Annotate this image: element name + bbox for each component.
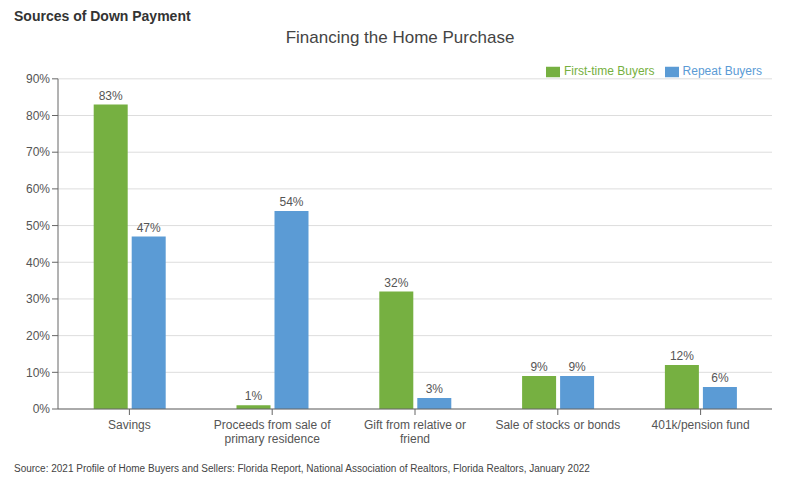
html-text:Financing the Home Purchase: Financing the Home Purchase: [285, 28, 515, 47]
svg-text:Sale of stocks or bonds: Sale of stocks or bonds: [495, 418, 620, 432]
svg-text:1%: 1%: [245, 389, 263, 403]
html-text:Repeat Buyers: Repeat Buyers: [682, 64, 762, 78]
svg-text:Proceeds from sale ofprimary r: Proceeds from sale ofprimary residence: [214, 418, 331, 446]
svg-text:54%: 54%: [279, 195, 303, 209]
svg-text:90%: 90%: [26, 72, 50, 86]
svg-text:20%: 20%: [26, 329, 50, 343]
html-text:First-time Buyers: First-time Buyers: [563, 64, 655, 78]
svg-text:Gift from relative orfriend: Gift from relative orfriend: [364, 418, 466, 446]
svg-text:30%: 30%: [26, 292, 50, 306]
svg-text:Savings: Savings: [108, 418, 151, 432]
svg-text:40%: 40%: [26, 256, 50, 270]
svg-text:10%: 10%: [26, 366, 50, 380]
svg-text:9%: 9%: [530, 360, 548, 374]
html-text:Source: 2021 Profile of Home B: Source: 2021 Profile of Home Buyers and …: [14, 463, 590, 474]
svg-text:6%: 6%: [711, 371, 729, 385]
svg-text:70%: 70%: [26, 145, 50, 159]
svg-text:9%: 9%: [568, 360, 586, 374]
svg-text:80%: 80%: [26, 109, 50, 123]
svg-text:3%: 3%: [426, 382, 444, 396]
svg-text:32%: 32%: [384, 276, 408, 290]
svg-text:47%: 47%: [137, 221, 161, 235]
svg-text:50%: 50%: [26, 219, 50, 233]
svg-text:12%: 12%: [670, 349, 694, 363]
html-text:Sources of Down Payment: Sources of Down Payment: [14, 8, 191, 24]
svg-text:401k/pension fund: 401k/pension fund: [652, 418, 750, 432]
svg-text:0%: 0%: [33, 402, 51, 416]
svg-text:60%: 60%: [26, 182, 50, 196]
svg-text:83%: 83%: [99, 89, 123, 103]
